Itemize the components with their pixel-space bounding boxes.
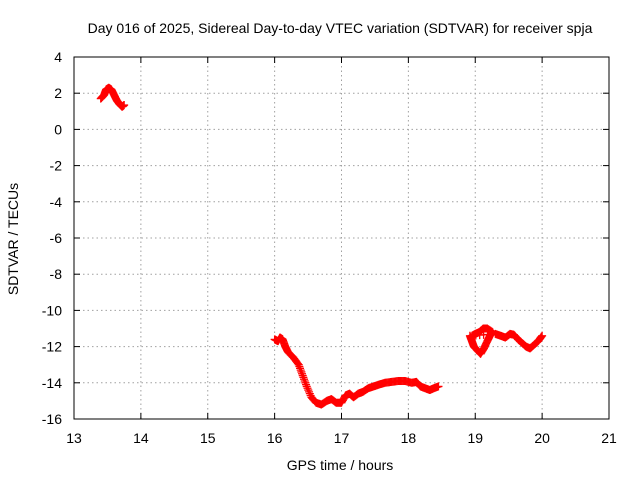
y-tick-label: -16	[42, 411, 62, 427]
y-tick-label: -2	[50, 158, 63, 174]
data-point	[304, 386, 313, 395]
chart-title: Day 016 of 2025, Sidereal Day-to-day VTE…	[88, 20, 593, 36]
data-point	[296, 364, 305, 373]
data-point	[298, 371, 307, 380]
data-points	[96, 83, 547, 409]
data-point	[434, 382, 443, 391]
x-tick-label: 14	[133, 430, 149, 446]
x-tick-label: 21	[601, 430, 617, 446]
y-tick-label: -8	[50, 266, 63, 282]
x-tick-labels: 13 14 15 16 17 18 19 20 21	[66, 430, 617, 446]
data-point	[294, 360, 303, 369]
grid	[74, 57, 609, 419]
y-tick-label: 4	[54, 49, 62, 65]
data-point	[537, 332, 546, 341]
x-tick-label: 17	[334, 430, 350, 446]
data-point	[300, 375, 309, 384]
y-tick-label: -12	[42, 339, 62, 355]
x-tick-label: 20	[534, 430, 550, 446]
data-point	[300, 376, 309, 385]
x-tick-label: 15	[200, 430, 216, 446]
y-tick-labels: 4 2 0 -2 -4 -6 -8 -10 -12 -14 -16	[42, 49, 62, 427]
data-point	[303, 384, 312, 393]
data-point	[302, 382, 311, 391]
x-axis-label: GPS time / hours	[287, 457, 394, 473]
y-tick-label: -6	[50, 230, 63, 246]
data-point	[120, 100, 129, 109]
data-point	[299, 373, 308, 382]
data-point	[295, 362, 304, 371]
data-point	[305, 389, 314, 398]
data-point	[538, 331, 547, 340]
y-tick-label: -14	[42, 375, 62, 391]
x-tick-label: 18	[401, 430, 417, 446]
x-tick-label: 16	[267, 430, 283, 446]
data-point	[302, 380, 311, 389]
x-tick-label: 13	[66, 430, 82, 446]
y-tick-label: -4	[50, 194, 63, 210]
y-tick-label: 2	[54, 85, 62, 101]
y-tick-label: 0	[54, 121, 62, 137]
x-tick-label: 19	[467, 430, 483, 446]
data-point	[298, 369, 307, 378]
data-point	[297, 367, 306, 376]
y-axis-label: SDTVAR / TECUs	[5, 183, 21, 295]
data-point	[296, 366, 305, 375]
y-tick-label: -10	[42, 302, 62, 318]
data-point	[305, 387, 314, 396]
data-point	[536, 333, 545, 342]
axis-ticks	[73, 56, 610, 420]
data-point	[301, 378, 310, 387]
